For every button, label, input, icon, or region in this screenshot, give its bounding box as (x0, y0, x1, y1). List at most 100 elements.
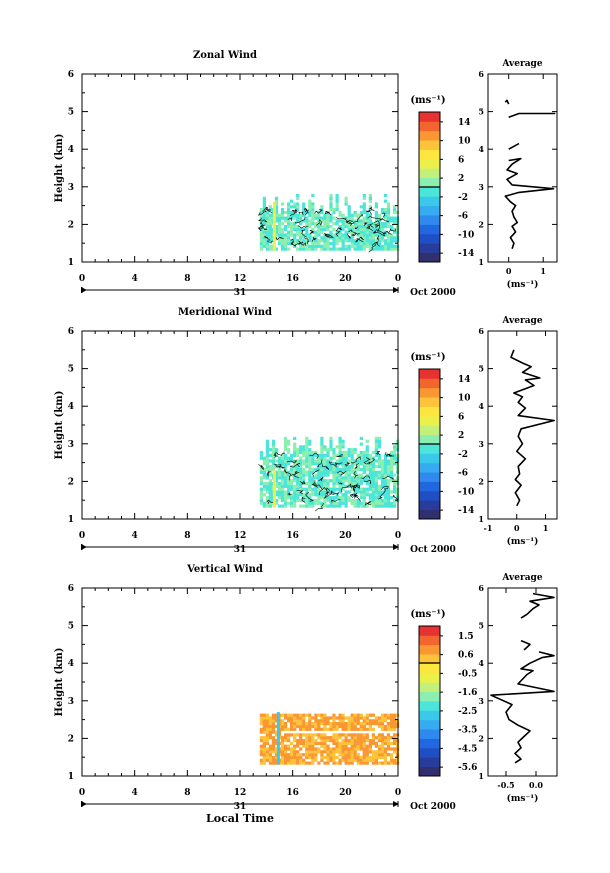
meridional-cell (374, 484, 378, 488)
zonal-cell (380, 239, 385, 243)
vertical-cell (305, 744, 309, 748)
vertical-cell (335, 716, 339, 720)
zonal-cell (377, 239, 382, 243)
meridional-cell (368, 493, 372, 497)
meridional-colorbar-segment (419, 369, 440, 379)
meridional-cell (347, 450, 351, 455)
vertical-cell (329, 750, 333, 754)
meridional-colorbar-segment (419, 378, 440, 389)
zonal-cell (302, 208, 306, 212)
zonal-cell (350, 225, 354, 229)
meridional-cell (308, 479, 312, 483)
zonal-colorbar-tick-label: 10 (458, 137, 471, 147)
meridional-cell (390, 473, 394, 477)
zonal-cell (365, 216, 369, 220)
meridional-cell (274, 470, 279, 474)
vertical-cell (296, 761, 300, 765)
vertical-cell (284, 755, 288, 760)
vertical-cell (320, 739, 324, 743)
zonal-cell (284, 225, 288, 229)
meridional-cell (296, 484, 300, 488)
zonal-colorbar-segment (419, 121, 440, 132)
vertical-cell (280, 753, 285, 757)
meridional-cell (317, 496, 321, 500)
meridional-cell (314, 498, 318, 503)
vertical-cell (365, 744, 369, 748)
vertical-cell (314, 727, 318, 731)
meridional-contour-line (273, 452, 278, 458)
meridional-contour-line (266, 499, 275, 504)
zonal-cell (390, 219, 394, 223)
meridional-cell (293, 476, 297, 480)
vertical-cell (332, 747, 336, 751)
vertical-cell (326, 744, 330, 748)
meridional-cell (347, 467, 351, 472)
vertical-cell (335, 747, 339, 751)
zonal-cell (335, 247, 339, 251)
zonal-cell (317, 244, 321, 248)
zonal-cell (350, 244, 354, 248)
zonal-cell (299, 219, 303, 223)
meridional-cell (386, 453, 391, 457)
vertical-cell (332, 758, 336, 762)
zonal-cell (302, 205, 306, 209)
vertical-cell (368, 747, 372, 751)
meridional-cell (383, 456, 388, 460)
zonal-cell (265, 219, 269, 223)
meridional-cell (380, 504, 385, 508)
zonal-cell (311, 219, 315, 223)
vertical-cell (265, 722, 269, 726)
meridional-cell (277, 456, 282, 460)
vertical-cell (299, 724, 303, 729)
meridional-cell (341, 467, 345, 472)
meridional-cell (277, 490, 282, 494)
meridional-cell (338, 473, 342, 477)
meridional-cell (359, 462, 363, 466)
vertical-cell (259, 747, 263, 751)
vertical-profile-xtick-label: -0.5 (497, 780, 514, 790)
meridional-cell (302, 476, 306, 480)
zonal-cell (293, 225, 297, 229)
meridional-cell (317, 462, 321, 466)
zonal-contour-line (377, 229, 386, 237)
zonal-cell (308, 213, 312, 217)
meridional-cell (299, 476, 303, 480)
vertical-cell (299, 758, 303, 762)
meridional-cell (329, 459, 333, 463)
vertical-cell (390, 713, 394, 717)
zonal-cell (305, 244, 309, 248)
vertical-cell (308, 716, 312, 720)
zonal-band (272, 201, 276, 251)
vertical-ytick-label: 5 (68, 622, 74, 632)
zonal-cell (320, 216, 324, 220)
zonal-cell (277, 222, 282, 226)
vertical-cell (380, 719, 385, 723)
vertical-cell (359, 758, 363, 762)
vertical-cell (386, 736, 391, 740)
meridional-cell (344, 462, 348, 466)
zonal-cell (259, 241, 263, 246)
vertical-heatmap-cells (259, 713, 400, 765)
zonal-cell (274, 233, 279, 237)
meridional-cell (365, 448, 369, 452)
meridional-cell (362, 467, 366, 472)
meridional-cell (335, 453, 339, 457)
zonal-cell (268, 247, 272, 251)
zonal-cell (353, 219, 357, 223)
vertical-cell (271, 713, 276, 717)
zonal-cell (268, 239, 272, 243)
vertical-colorbar-tick-label: -2.5 (458, 707, 477, 717)
zonal-cell (262, 239, 266, 243)
vertical-cell (341, 713, 345, 717)
zonal-cell (311, 205, 315, 209)
vertical-cell (305, 722, 309, 726)
meridional-cell (380, 459, 385, 463)
vertical-cell (326, 750, 330, 754)
zonal-cell (287, 247, 291, 251)
vertical-cell (302, 744, 306, 748)
vertical-cell (308, 744, 312, 748)
zonal-cell (371, 241, 375, 246)
zonal-cell (353, 213, 357, 217)
vertical-cell (323, 727, 327, 731)
meridional-cell (305, 436, 309, 440)
